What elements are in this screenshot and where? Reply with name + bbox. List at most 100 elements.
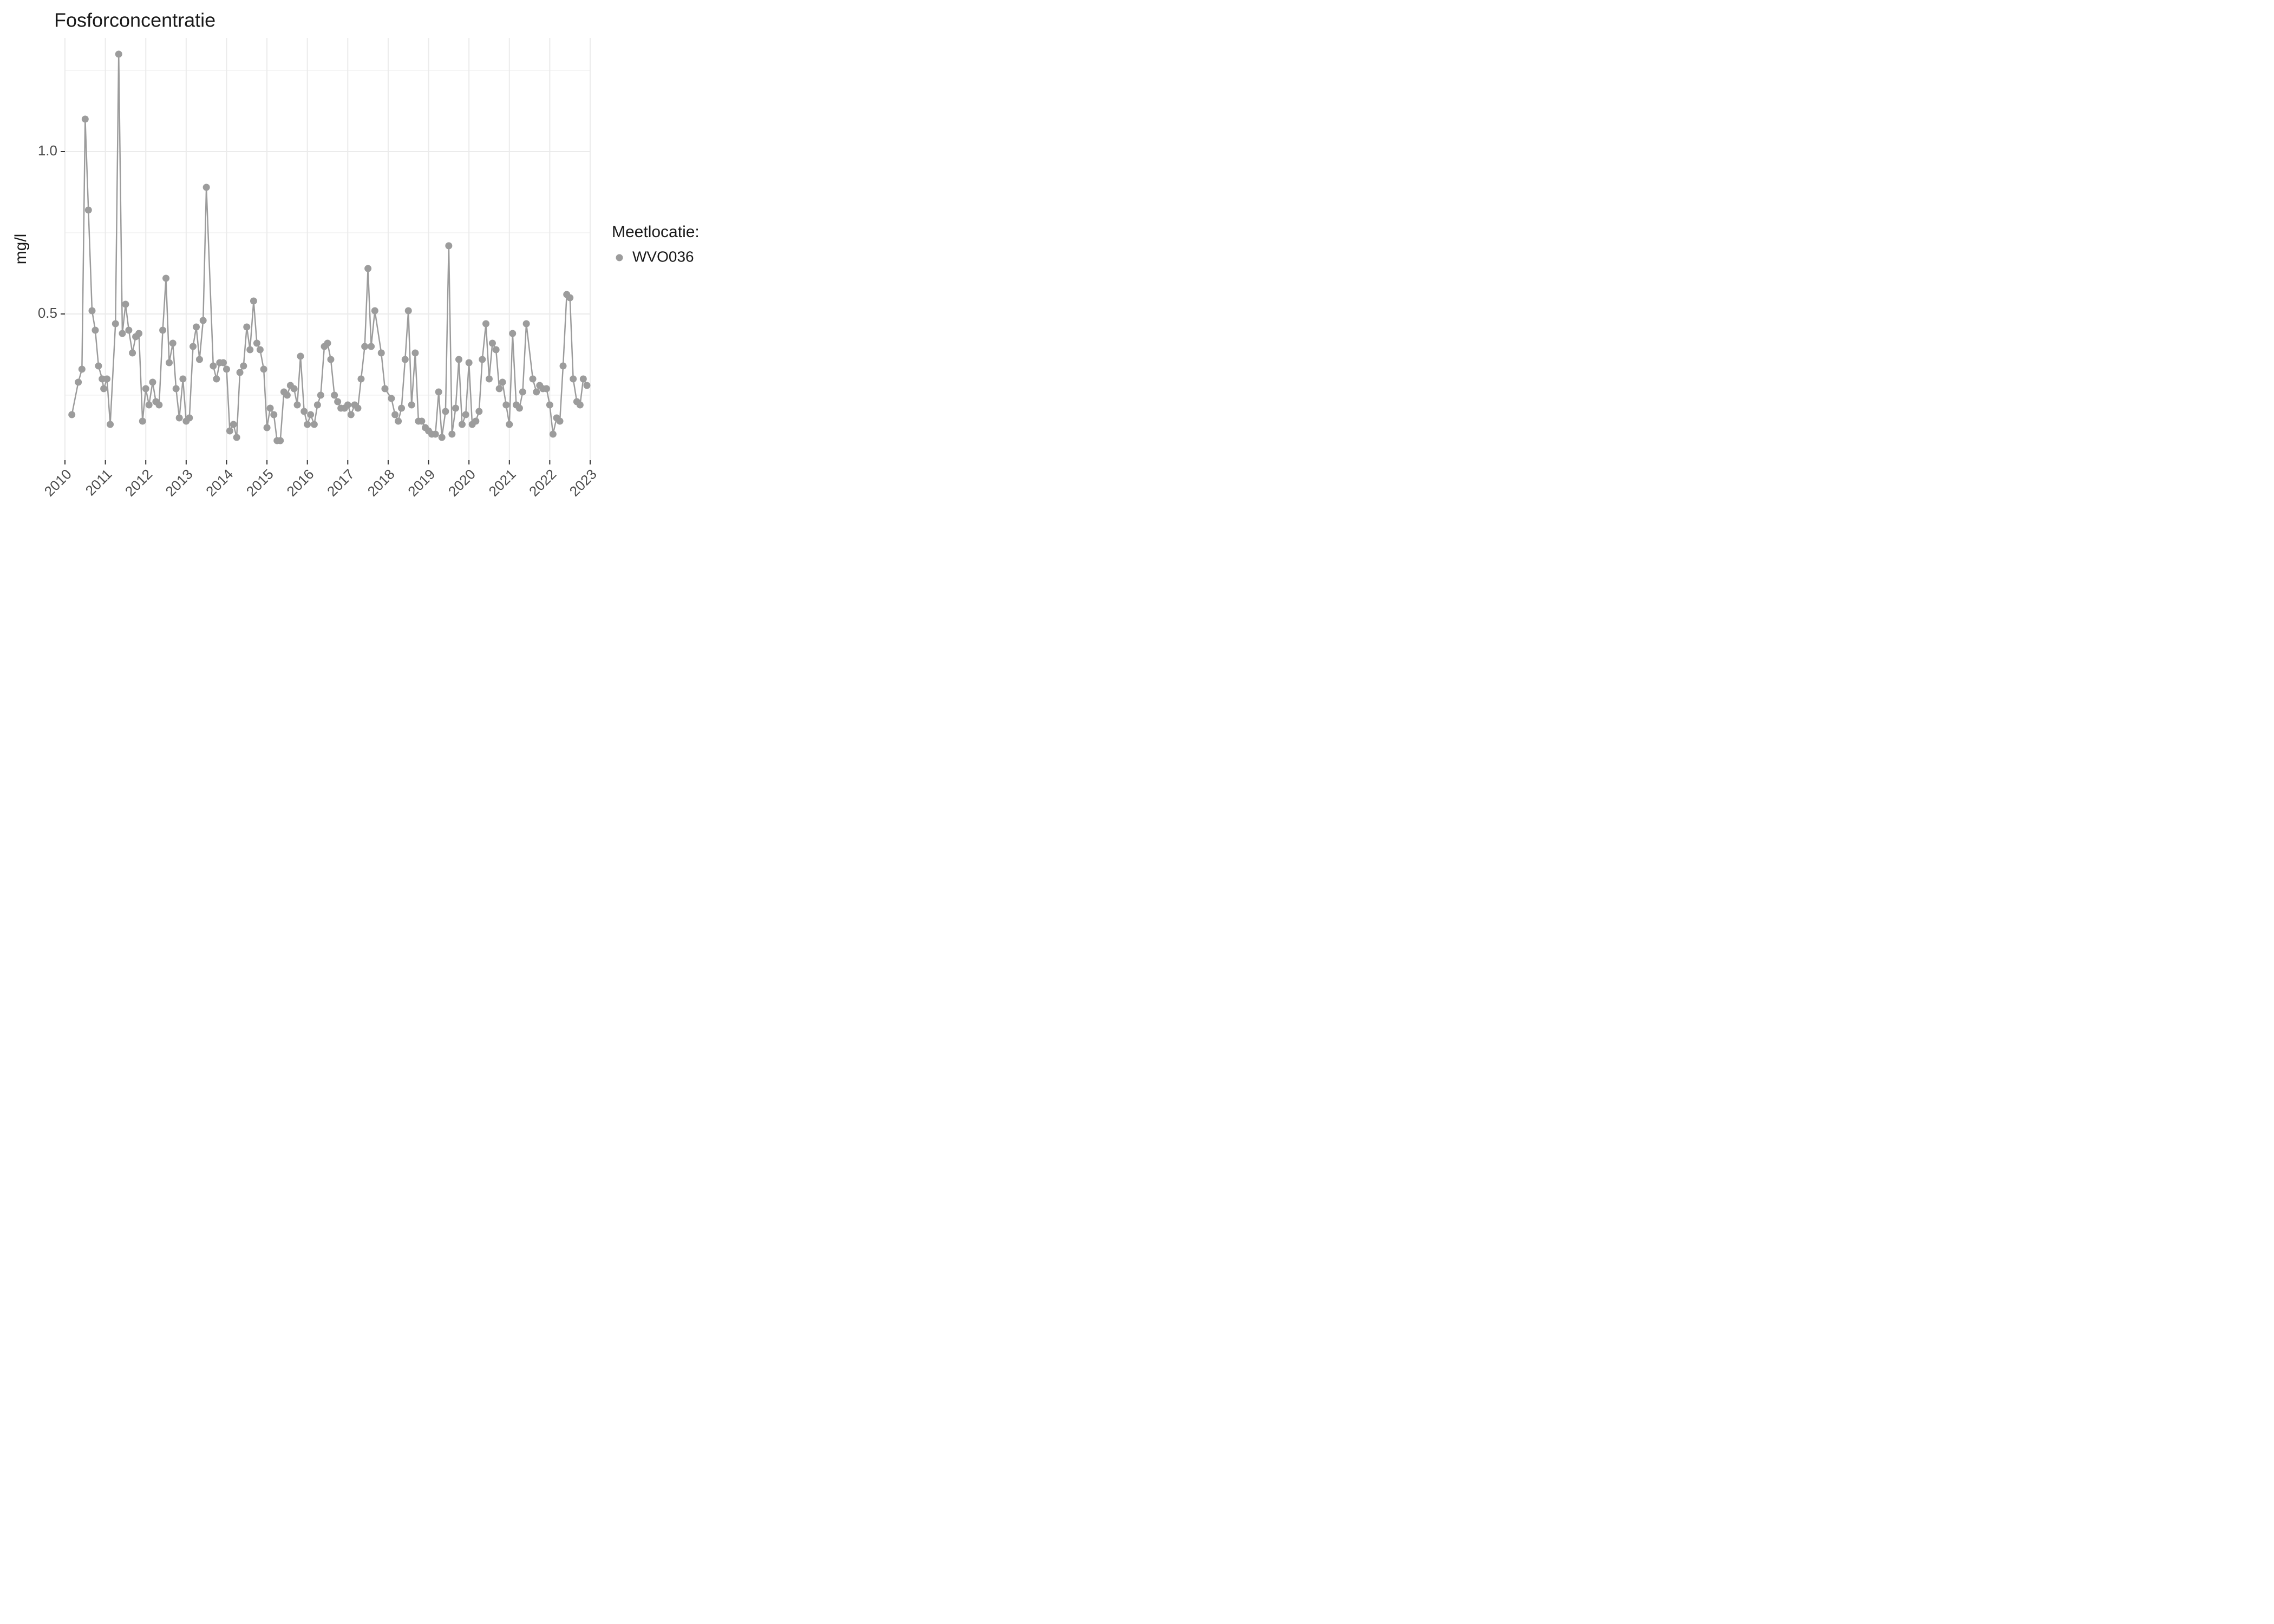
data-point bbox=[162, 275, 169, 282]
data-point bbox=[580, 376, 587, 383]
data-point bbox=[253, 340, 260, 347]
data-point bbox=[233, 434, 240, 441]
data-point bbox=[284, 392, 291, 399]
data-point bbox=[92, 327, 99, 334]
data-point bbox=[294, 402, 301, 409]
data-point bbox=[267, 405, 274, 412]
data-point bbox=[479, 356, 486, 363]
data-point bbox=[448, 431, 455, 438]
legend-label: WVO036 bbox=[632, 248, 694, 265]
data-point bbox=[193, 324, 200, 331]
data-point bbox=[203, 184, 210, 191]
data-point bbox=[371, 307, 378, 315]
data-point bbox=[395, 418, 402, 425]
data-point bbox=[381, 385, 388, 392]
data-point bbox=[95, 363, 102, 370]
data-point bbox=[85, 207, 92, 214]
data-point bbox=[107, 421, 114, 428]
data-point bbox=[159, 327, 166, 334]
data-point bbox=[570, 376, 577, 383]
data-point bbox=[560, 363, 567, 370]
data-point bbox=[489, 340, 496, 347]
data-point bbox=[439, 434, 446, 441]
data-point bbox=[516, 405, 523, 412]
data-point bbox=[250, 298, 257, 305]
data-point bbox=[550, 431, 557, 438]
data-point bbox=[270, 411, 277, 418]
data-point bbox=[103, 376, 110, 383]
data-point bbox=[496, 385, 503, 392]
data-point bbox=[388, 395, 395, 402]
data-point bbox=[533, 389, 540, 396]
legend-marker bbox=[616, 254, 623, 261]
x-tick-label: 2013 bbox=[162, 466, 196, 500]
data-point bbox=[357, 376, 364, 383]
data-point bbox=[327, 356, 334, 363]
y-tick-label: 0.5 bbox=[38, 305, 57, 321]
data-point bbox=[543, 385, 550, 392]
data-point bbox=[314, 402, 321, 409]
data-point bbox=[361, 343, 368, 350]
x-tick-label: 2021 bbox=[485, 466, 519, 500]
data-point bbox=[277, 437, 284, 444]
data-point bbox=[405, 307, 412, 315]
legend-title: Meetlocatie: bbox=[612, 223, 700, 241]
data-point bbox=[122, 301, 129, 308]
data-point bbox=[186, 415, 193, 422]
data-point bbox=[486, 376, 493, 383]
data-point bbox=[297, 353, 304, 360]
data-point bbox=[402, 356, 409, 363]
data-point bbox=[348, 411, 355, 418]
y-axis-label: mg/l bbox=[12, 234, 30, 265]
x-tick-label: 2014 bbox=[202, 466, 236, 500]
data-point bbox=[112, 320, 119, 328]
data-point bbox=[146, 402, 153, 409]
data-point bbox=[304, 421, 311, 428]
data-point bbox=[368, 343, 375, 350]
data-point bbox=[499, 379, 506, 386]
data-point bbox=[530, 376, 537, 383]
data-point bbox=[462, 411, 469, 418]
data-point bbox=[577, 402, 584, 409]
x-tick-label: 2011 bbox=[82, 466, 115, 499]
data-point bbox=[378, 350, 385, 357]
data-point bbox=[149, 379, 156, 386]
x-tick-label: 2017 bbox=[324, 466, 357, 500]
x-tick-label: 2015 bbox=[243, 466, 277, 500]
data-point bbox=[210, 363, 217, 370]
data-point bbox=[260, 366, 267, 373]
data-point bbox=[398, 405, 405, 412]
data-point bbox=[139, 418, 146, 425]
data-point bbox=[408, 402, 415, 409]
data-point bbox=[455, 356, 462, 363]
data-point bbox=[68, 411, 75, 418]
x-tick-label: 2023 bbox=[566, 466, 600, 500]
data-point bbox=[190, 343, 197, 350]
data-point bbox=[466, 359, 473, 366]
data-point bbox=[243, 324, 250, 331]
data-point bbox=[119, 330, 126, 337]
data-point bbox=[472, 418, 479, 425]
x-tick-label: 2019 bbox=[404, 466, 438, 500]
data-point bbox=[166, 359, 173, 366]
data-point bbox=[334, 398, 341, 405]
data-point bbox=[246, 346, 253, 353]
data-point bbox=[344, 402, 351, 409]
x-tick-label: 2016 bbox=[283, 466, 317, 500]
data-point bbox=[176, 415, 183, 422]
data-point bbox=[200, 317, 207, 324]
data-point bbox=[435, 389, 442, 396]
data-point bbox=[519, 389, 526, 396]
data-point bbox=[557, 418, 564, 425]
data-point bbox=[100, 385, 107, 392]
data-point bbox=[324, 340, 331, 347]
data-point bbox=[364, 265, 371, 272]
x-tick-label: 2022 bbox=[526, 466, 559, 500]
data-point bbox=[502, 402, 509, 409]
data-point bbox=[432, 431, 439, 438]
x-tick-label: 2010 bbox=[41, 466, 75, 500]
data-point bbox=[88, 307, 95, 315]
data-point bbox=[523, 320, 530, 328]
data-point bbox=[196, 356, 203, 363]
data-point bbox=[459, 421, 466, 428]
